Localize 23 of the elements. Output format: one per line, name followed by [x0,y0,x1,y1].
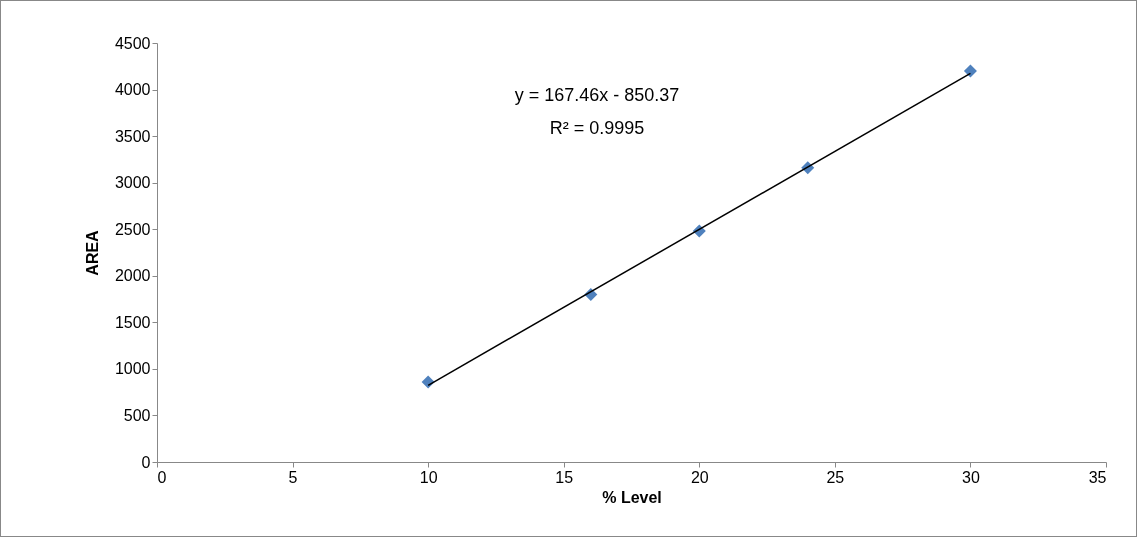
x-tick-label: 35 [1088,468,1107,486]
x-tick-label: 10 [419,468,438,486]
x-tick-label: 5 [288,468,298,486]
y-axis-title: AREA [83,229,101,276]
annotation: y = 167.46x - 850.37 [514,85,680,105]
x-tick-label: 25 [826,468,845,486]
y-tick-label: 4000 [114,81,151,99]
y-tick-label: 3500 [114,127,151,145]
x-tick-label: 0 [157,468,167,486]
x-tick-label: 15 [555,468,574,486]
annotation: R² = 0.9995 [549,118,645,138]
y-tick-label: 500 [123,406,151,424]
y-tick-label: 2500 [114,220,151,238]
y-tick-label: 2000 [114,267,151,285]
y-tick-label: 1000 [114,360,151,378]
y-tick-label: 1500 [114,313,151,331]
y-tick-label: 4500 [114,34,151,52]
y-tick-label: 0 [141,453,151,471]
x-tick-label: 30 [962,468,980,486]
x-tick-label: 20 [690,468,709,486]
point [963,64,977,78]
y-tick-label: 3000 [114,174,151,192]
x-axis-title: % Level [602,488,662,506]
